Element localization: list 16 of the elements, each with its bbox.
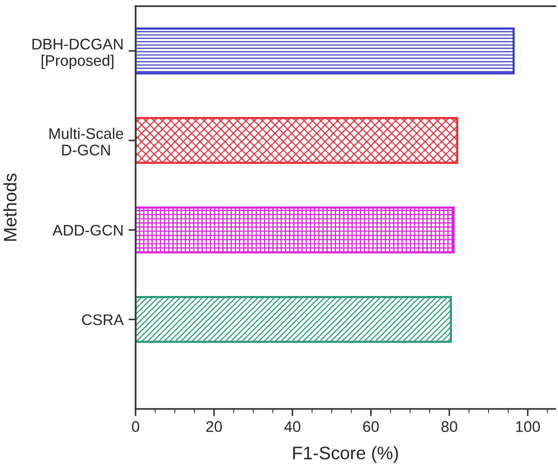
y-tick-label: DBH-DCGAN [Proposed]	[32, 38, 123, 69]
x-axis-title: F1-Score (%)	[293, 446, 398, 463]
x-tick-label: 60	[363, 421, 379, 432]
y-tick-label: ADD-GCN	[52, 224, 123, 236]
x-tick-label: 100	[516, 421, 540, 432]
x-tick-label: 20	[206, 421, 222, 432]
bar	[136, 117, 458, 164]
x-tick-label: 0	[132, 421, 140, 432]
x-tick-label: 40	[284, 421, 300, 432]
y-axis-title: Methods	[3, 174, 17, 241]
y-tick-label: CSRA	[82, 314, 124, 326]
bar	[136, 28, 515, 74]
bar	[136, 206, 455, 254]
x-tick-label: 80	[441, 421, 458, 432]
y-tick-label: Multi-Scale D-GCN	[49, 128, 124, 156]
bar	[136, 296, 452, 343]
